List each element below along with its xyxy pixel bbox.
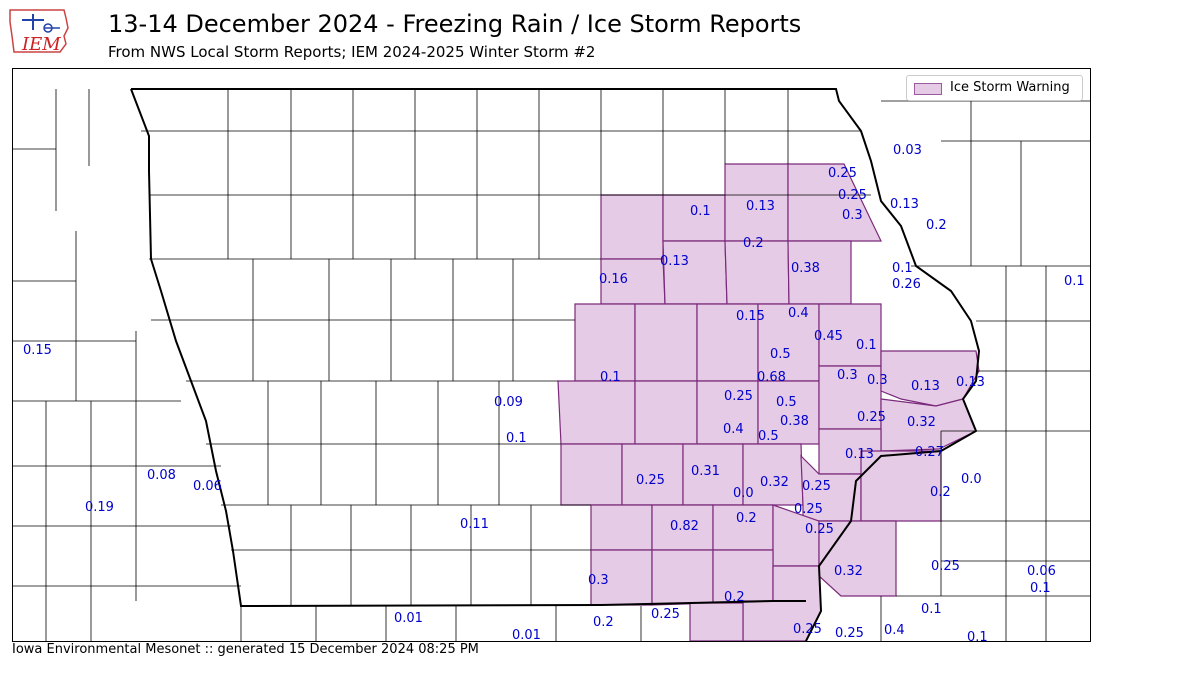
county-map: [13, 88, 1090, 641]
report-value: 0.13: [660, 254, 689, 269]
county-boundaries: [13, 88, 1090, 641]
report-value: 0.2: [736, 511, 757, 526]
report-value: 0.3: [842, 208, 863, 223]
report-value: 0.45: [814, 329, 843, 344]
iem-logo: IEM: [8, 6, 70, 58]
report-value: 0.1: [600, 370, 621, 385]
report-value: 0.5: [776, 395, 797, 410]
report-value: 0.5: [770, 347, 791, 362]
map-panel: Ice Storm Warning 0.03 0.25 0.25 0.1 0.1…: [12, 68, 1091, 642]
report-value: 0.4: [884, 623, 905, 638]
report-value: 0.4: [723, 422, 744, 437]
report-value: 0.25: [802, 479, 831, 494]
ice-storm-warning-area: [557, 163, 980, 641]
report-value: 0.2: [743, 236, 764, 251]
report-value: 0.25: [651, 607, 680, 622]
report-value: 0.1: [921, 602, 942, 617]
report-value: 0.3: [837, 368, 858, 383]
report-value: 0.0: [961, 472, 982, 487]
report-value: 0.13: [956, 375, 985, 390]
legend-swatch-ice-storm-warning: [914, 83, 942, 95]
iowa-state-border: [130, 88, 981, 641]
report-value: 0.1: [1030, 581, 1051, 596]
report-value: 0.06: [193, 479, 222, 494]
report-value: 0.27: [915, 445, 944, 460]
report-value: 0.15: [23, 343, 52, 358]
page-title: 13-14 December 2024 - Freezing Rain / Ic…: [108, 10, 802, 38]
report-value: 0.13: [890, 197, 919, 212]
report-value: 0.1: [690, 204, 711, 219]
report-value: 0.11: [460, 517, 489, 532]
report-value: 0.32: [907, 415, 936, 430]
report-value: 0.25: [835, 626, 864, 641]
report-value: 0.19: [85, 500, 114, 515]
report-value: 0.25: [857, 410, 886, 425]
footer-credit: Iowa Environmental Mesonet :: generated …: [12, 642, 479, 657]
report-value: 0.15: [736, 309, 765, 324]
report-value: 0.0: [733, 486, 754, 501]
page-subtitle: From NWS Local Storm Reports; IEM 2024-2…: [108, 43, 596, 61]
report-value: 0.2: [930, 485, 951, 500]
report-value: 0.09: [494, 395, 523, 410]
report-value: 0.38: [791, 261, 820, 276]
map-legend: Ice Storm Warning: [906, 75, 1083, 101]
report-value: 0.68: [757, 370, 786, 385]
report-value: 0.01: [512, 628, 541, 642]
report-value: 0.1: [892, 261, 913, 276]
report-value: 0.13: [746, 199, 775, 214]
report-value: 0.2: [593, 615, 614, 630]
report-value: 0.31: [691, 464, 720, 479]
report-value: 0.16: [599, 272, 628, 287]
report-value: 0.25: [724, 389, 753, 404]
report-value: 0.25: [838, 188, 867, 203]
report-value: 0.06: [1027, 564, 1056, 579]
report-value: 0.32: [760, 475, 789, 490]
svg-text:IEM: IEM: [21, 34, 61, 55]
report-value: 0.25: [636, 473, 665, 488]
report-value: 0.26: [892, 277, 921, 292]
report-value: 0.08: [147, 468, 176, 483]
report-value: 0.3: [588, 573, 609, 588]
report-value: 0.1: [506, 431, 527, 446]
report-value: 0.82: [670, 519, 699, 534]
report-value: 0.5: [758, 429, 779, 444]
report-value: 0.01: [394, 611, 423, 626]
report-value: 0.13: [911, 379, 940, 394]
report-value: 0.03: [893, 143, 922, 158]
report-value: 0.1: [1064, 274, 1085, 289]
report-value: 0.25: [828, 166, 857, 181]
report-value: 0.25: [794, 502, 823, 517]
report-value: 0.4: [788, 306, 809, 321]
report-value: 0.38: [780, 414, 809, 429]
report-value: 0.2: [926, 218, 947, 233]
report-value: 0.2: [724, 590, 745, 605]
report-value: 0.25: [805, 522, 834, 537]
report-value: 0.1: [856, 338, 877, 353]
report-value: 0.25: [793, 622, 822, 637]
report-value: 0.25: [931, 559, 960, 574]
report-value: 0.1: [967, 630, 988, 642]
legend-label: Ice Storm Warning: [950, 80, 1070, 95]
report-value: 0.32: [834, 564, 863, 579]
report-value: 0.13: [845, 447, 874, 462]
report-value: 0.3: [867, 373, 888, 388]
